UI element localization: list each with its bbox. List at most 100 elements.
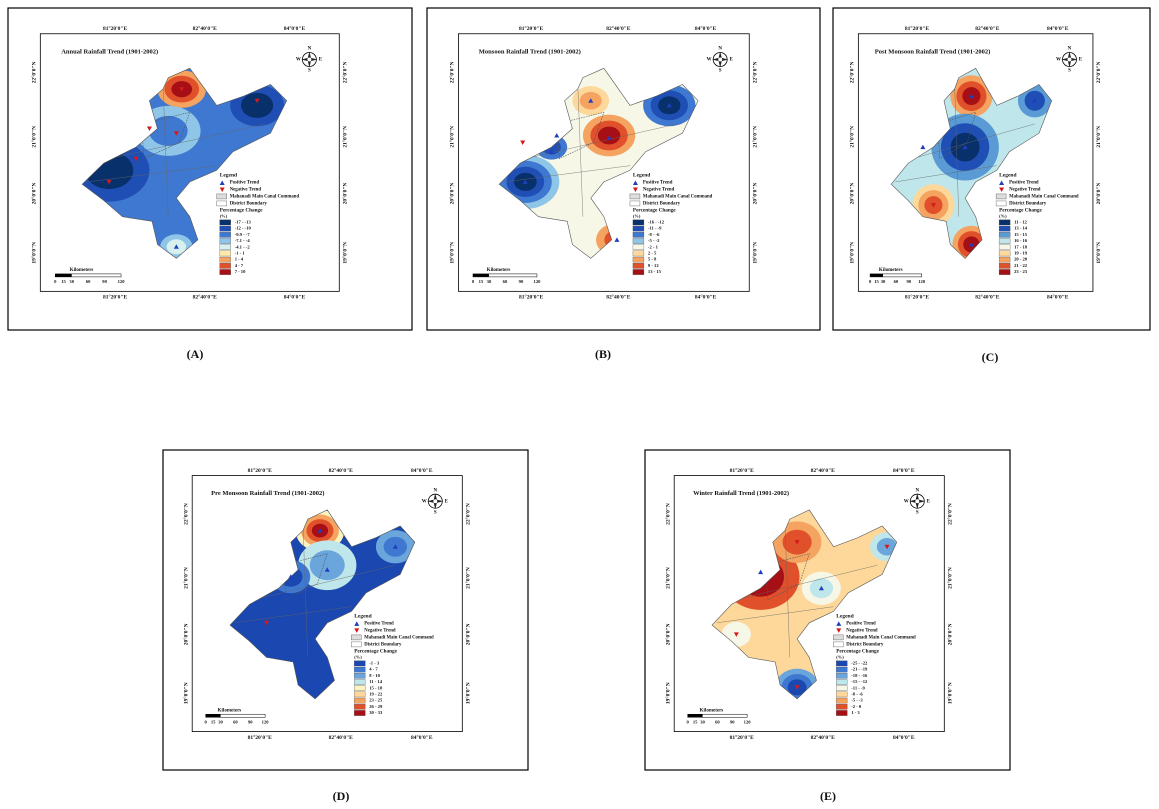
lon-label: 81°20'0"E [519, 294, 544, 301]
legend-entry: District Boundary [643, 202, 681, 207]
legend-swatch [633, 226, 644, 231]
legend-swatch [633, 269, 644, 274]
legend-swatch [633, 263, 644, 268]
panel-label: (A) [187, 347, 204, 361]
lon-label: 81°20'0"E [905, 294, 930, 301]
lat-label: 21°0'0"N [1095, 126, 1102, 148]
legend-class: 23 - 23 [1014, 269, 1028, 274]
lat-label: 20°0'0"N [31, 183, 38, 205]
panel-label: (D) [333, 789, 350, 803]
scale-title: Kilometers [218, 708, 242, 713]
legend-swatch [999, 226, 1010, 231]
legend-class: 16 - 16 [1014, 238, 1028, 243]
legend-swatch [999, 238, 1010, 243]
legend-class: 11 - 14 [369, 679, 382, 684]
lat-label: 22°0'0"N [1095, 62, 1102, 84]
percentage-unit: (%) [999, 213, 1007, 218]
scale-bar [870, 274, 883, 277]
legend-swatch [220, 220, 231, 225]
legend-symbol [833, 635, 843, 640]
scale-title: Kilometers [487, 268, 511, 273]
legend-class: -21 - -19 [851, 667, 868, 672]
scale-title: Kilometers [70, 268, 94, 273]
legend-entry: Positive Trend [364, 621, 394, 626]
lon-label: 82°40'0"E [193, 294, 218, 301]
legend-entry: Positive Trend [230, 181, 260, 186]
legend-class: 9 - 12 [648, 263, 659, 268]
legend-swatch [836, 686, 847, 691]
trend-zone [241, 93, 273, 118]
legend-swatch [354, 704, 365, 709]
legend-entry: District Boundary [1009, 202, 1047, 207]
legend-class: 26 - 29 [369, 704, 383, 709]
lat-label: 21°0'0"N [849, 126, 856, 148]
legend-swatch [999, 263, 1010, 268]
legend-class: 13 - 15 [648, 269, 662, 274]
scale-tick: 30 [487, 279, 492, 284]
scale-bar [55, 274, 71, 277]
scale-tick: 15 [874, 279, 879, 284]
lon-label: 82°40'0"E [329, 734, 354, 741]
lat-label: 19°0'0"N [182, 682, 189, 704]
scale-tick: 30 [69, 279, 74, 284]
compass-letter: W [422, 499, 427, 504]
legend-class: -8 - -6 [648, 232, 660, 237]
scale-bar [473, 274, 489, 277]
scale-tick: 60 [894, 279, 899, 284]
lon-label: 82°40'0"E [606, 25, 631, 32]
lon-label: 84°0'0"E [893, 467, 915, 474]
lon-label: 84°0'0"E [695, 25, 717, 32]
percentage-unit: (%) [220, 213, 228, 218]
scale-tick: 30 [218, 719, 223, 724]
legend-swatch [220, 269, 231, 274]
scale-title: Kilometers [879, 268, 903, 273]
legend-swatch [633, 257, 644, 262]
legend-heading: Legend [354, 614, 371, 620]
figure: (A) 81°20'0"E 81°20'0"E 82°40'0"E 82°40'0"E 8… [0, 0, 1159, 809]
lat-label: 22°0'0"N [664, 503, 671, 525]
lat-label: 22°0'0"N [182, 503, 189, 525]
legend-class: -5 - -3 [851, 698, 863, 703]
map-title: Monsoon Rainfall Trend (1901-2002) [479, 48, 581, 55]
compass-letter: N [308, 47, 312, 52]
scale-tick: 30 [700, 719, 705, 724]
legend-swatch [220, 226, 231, 231]
lat-label: 21°0'0"N [449, 126, 456, 148]
lat-label: 22°0'0"N [849, 62, 856, 84]
lat-label: 21°0'0"N [465, 567, 472, 589]
legend-class: -8 - -6 [851, 691, 863, 696]
lat-label: 21°0'0"N [947, 567, 954, 589]
legend-entry: Negative Trend [230, 188, 262, 193]
lat-label: 19°0'0"N [31, 242, 38, 264]
map-title: Post Monsoon Rainfall Trend (1901-2002) [875, 48, 991, 55]
scale-tick: 90 [519, 279, 524, 284]
legend-swatch [633, 251, 644, 256]
compass-letter: W [1056, 58, 1061, 63]
percentage-unit: (%) [836, 654, 844, 659]
legend-entry: Positive Trend [643, 181, 673, 186]
legend-entry: Positive Trend [1009, 181, 1039, 186]
lon-label: 82°40'0"E [975, 25, 1000, 32]
compass-letter: S [916, 510, 919, 515]
legend-swatch [836, 679, 847, 684]
legend-swatch [220, 257, 231, 262]
legend-entry: Negative Trend [846, 628, 878, 633]
scale-tick: 15 [479, 279, 484, 284]
lon-label: 84°0'0"E [284, 294, 306, 301]
legend-swatch [354, 710, 365, 715]
legend-class: 11 - 12 [1014, 220, 1027, 225]
lat-label: 20°0'0"N [342, 183, 349, 205]
lon-label: 84°0'0"E [411, 734, 433, 741]
legend-class: 7 - 10 [235, 269, 246, 274]
scale-tick: 90 [906, 279, 911, 284]
lat-label: 22°0'0"N [465, 503, 472, 525]
legend-symbol [351, 642, 361, 647]
compass-letter: N [718, 47, 722, 52]
lon-label: 84°0'0"E [1047, 294, 1069, 301]
compass-letter: S [1068, 69, 1071, 74]
legend-swatch [836, 692, 847, 697]
legend-entry: Negative Trend [643, 188, 675, 193]
lon-label: 84°0'0"E [695, 294, 717, 301]
legend-entry: Negative Trend [1009, 188, 1041, 193]
lat-label: 21°0'0"N [182, 567, 189, 589]
